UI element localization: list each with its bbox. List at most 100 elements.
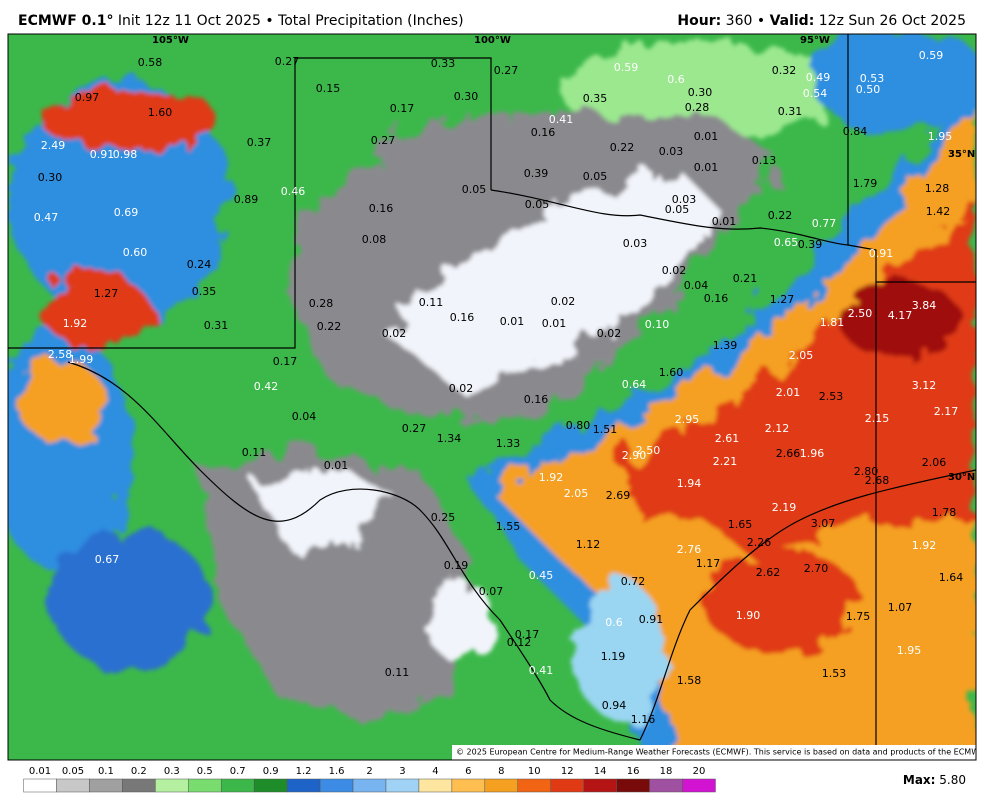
- value-label: 0.89: [234, 193, 259, 206]
- value-label: 2.01: [776, 386, 801, 399]
- value-label: 0.30: [38, 171, 63, 184]
- header-valid: Hour: 360 • Valid: 12z Sun 26 Oct 2025: [677, 13, 966, 29]
- value-label: 0.25: [431, 511, 456, 524]
- colorbar-label: 10: [528, 766, 541, 777]
- value-label: 0.53: [860, 72, 885, 85]
- value-label: 0.59: [919, 49, 944, 62]
- colorbar-swatch: [682, 778, 716, 793]
- colorbar-label: 14: [594, 766, 607, 777]
- value-label: 1.92: [63, 317, 88, 330]
- value-label: 1.16: [631, 713, 656, 726]
- value-label: 0.21: [733, 272, 758, 285]
- hour-key: Hour:: [677, 13, 721, 29]
- value-label: 0.98: [113, 148, 138, 161]
- colorbar-swatch: [155, 778, 189, 793]
- value-label: 0.24: [187, 258, 212, 271]
- value-label: 0.77: [812, 217, 837, 230]
- value-label: 0.50: [856, 83, 881, 96]
- value-label: 0.60: [123, 246, 148, 259]
- value-label: 1.65: [728, 518, 753, 531]
- value-label: 0.59: [614, 61, 639, 74]
- red-river: [490, 34, 849, 246]
- colorbar-swatch: [484, 778, 519, 793]
- value-label: 1.07: [888, 601, 913, 614]
- colorbar-swatch: [451, 778, 486, 793]
- value-label: 1.39: [713, 339, 738, 352]
- value-label: 3.12: [912, 379, 937, 392]
- value-label: 3.07: [811, 517, 836, 530]
- value-label: 1.19: [601, 650, 626, 663]
- colorbar-label: 1.2: [296, 766, 312, 777]
- value-label: 0.04: [684, 279, 709, 292]
- value-label: 0.91: [639, 613, 664, 626]
- colorbar-label: 0.3: [164, 766, 180, 777]
- value-label: 1.33: [496, 437, 521, 450]
- value-label: 1.95: [928, 130, 953, 143]
- value-label: 2.80: [854, 465, 879, 478]
- value-label: 0.03: [672, 193, 697, 206]
- map: 0.58 0.27 0.33 0.27 0.59 0.6 0.32 0.49 0.53 0.59 0…: [8, 34, 976, 760]
- value-label: 1.92: [912, 539, 937, 552]
- model: ECMWF 0.1°: [18, 13, 113, 29]
- value-label: 2.05: [564, 487, 589, 500]
- value-label: 0.01: [712, 215, 737, 228]
- value-label: 0.27: [275, 55, 300, 68]
- colorbar-swatch: [616, 778, 650, 793]
- value-label: 0.02: [449, 382, 474, 395]
- colorbar-swatch: [188, 778, 222, 793]
- value-label: 1.99: [69, 353, 94, 366]
- value-label: 0.19: [444, 559, 469, 572]
- value-label: 0.35: [583, 92, 608, 105]
- value-label: 1.27: [770, 293, 795, 306]
- value-label: 1.53: [822, 667, 847, 680]
- value-label: 0.16: [450, 311, 475, 324]
- run-info: Init 12z 11 Oct 2025 • Total Precipitati…: [118, 13, 464, 29]
- colorbar-label: 6: [465, 766, 471, 777]
- value-label: 1.96: [800, 447, 825, 460]
- value-label: 1.92: [539, 471, 564, 484]
- value-label: 0.11: [242, 446, 267, 459]
- valid: 12z Sun 26 Oct 2025: [819, 13, 966, 29]
- colorbar-swatch: [286, 778, 321, 793]
- value-label: 0.03: [623, 237, 648, 250]
- value-label: 0.17: [390, 102, 415, 115]
- value-label: 0.39: [524, 167, 549, 180]
- value-label: 0.15: [316, 82, 341, 95]
- value-label: 0.16: [704, 292, 729, 305]
- value-label: 0.84: [843, 125, 868, 138]
- colorbar-swatch: [122, 778, 156, 793]
- hour: 360: [726, 13, 753, 29]
- value-label: 3.84: [912, 299, 937, 312]
- value-label: 0.13: [752, 154, 777, 167]
- colorbar-label: 0.7: [230, 766, 246, 777]
- value-label: 0.41: [529, 664, 554, 677]
- value-label: 1.94: [677, 477, 702, 490]
- value-label: 2.15: [865, 412, 890, 425]
- value-label: 2.49: [41, 139, 66, 152]
- value-label: 0.27: [494, 64, 519, 77]
- colorbar-swatch: [89, 778, 123, 793]
- value-label: 2.12: [765, 422, 790, 435]
- value-label: 1.79: [853, 177, 878, 190]
- colorbar-label: 0.9: [263, 766, 279, 777]
- value-label: 1.78: [932, 506, 957, 519]
- value-label: 1.95: [897, 644, 922, 657]
- value-label: 0.11: [419, 296, 444, 309]
- value-label: 0.33: [431, 57, 456, 70]
- value-label: 0.07: [479, 585, 504, 598]
- value-label: 0.46: [281, 185, 306, 198]
- header-model: ECMWF 0.1° Init 12z 11 Oct 2025 • Total …: [18, 13, 464, 29]
- lon-label: 100°W: [474, 35, 511, 46]
- value-label: 2.05: [789, 349, 814, 362]
- value-label: 0.58: [138, 56, 163, 69]
- value-label: 2.68: [865, 474, 890, 487]
- colorbar-label: 0.05: [62, 766, 84, 777]
- colorbar-label: 12: [561, 766, 574, 777]
- value-label: 2.66: [776, 447, 801, 460]
- value-label: 1.55: [496, 520, 521, 533]
- value-labels: 0.58 0.27 0.33 0.27 0.59 0.6 0.32 0.49 0.53 0.59 0…: [34, 49, 964, 726]
- precip-field: [8, 34, 976, 760]
- max: 5.80: [939, 773, 966, 787]
- value-label: 1.60: [659, 366, 684, 379]
